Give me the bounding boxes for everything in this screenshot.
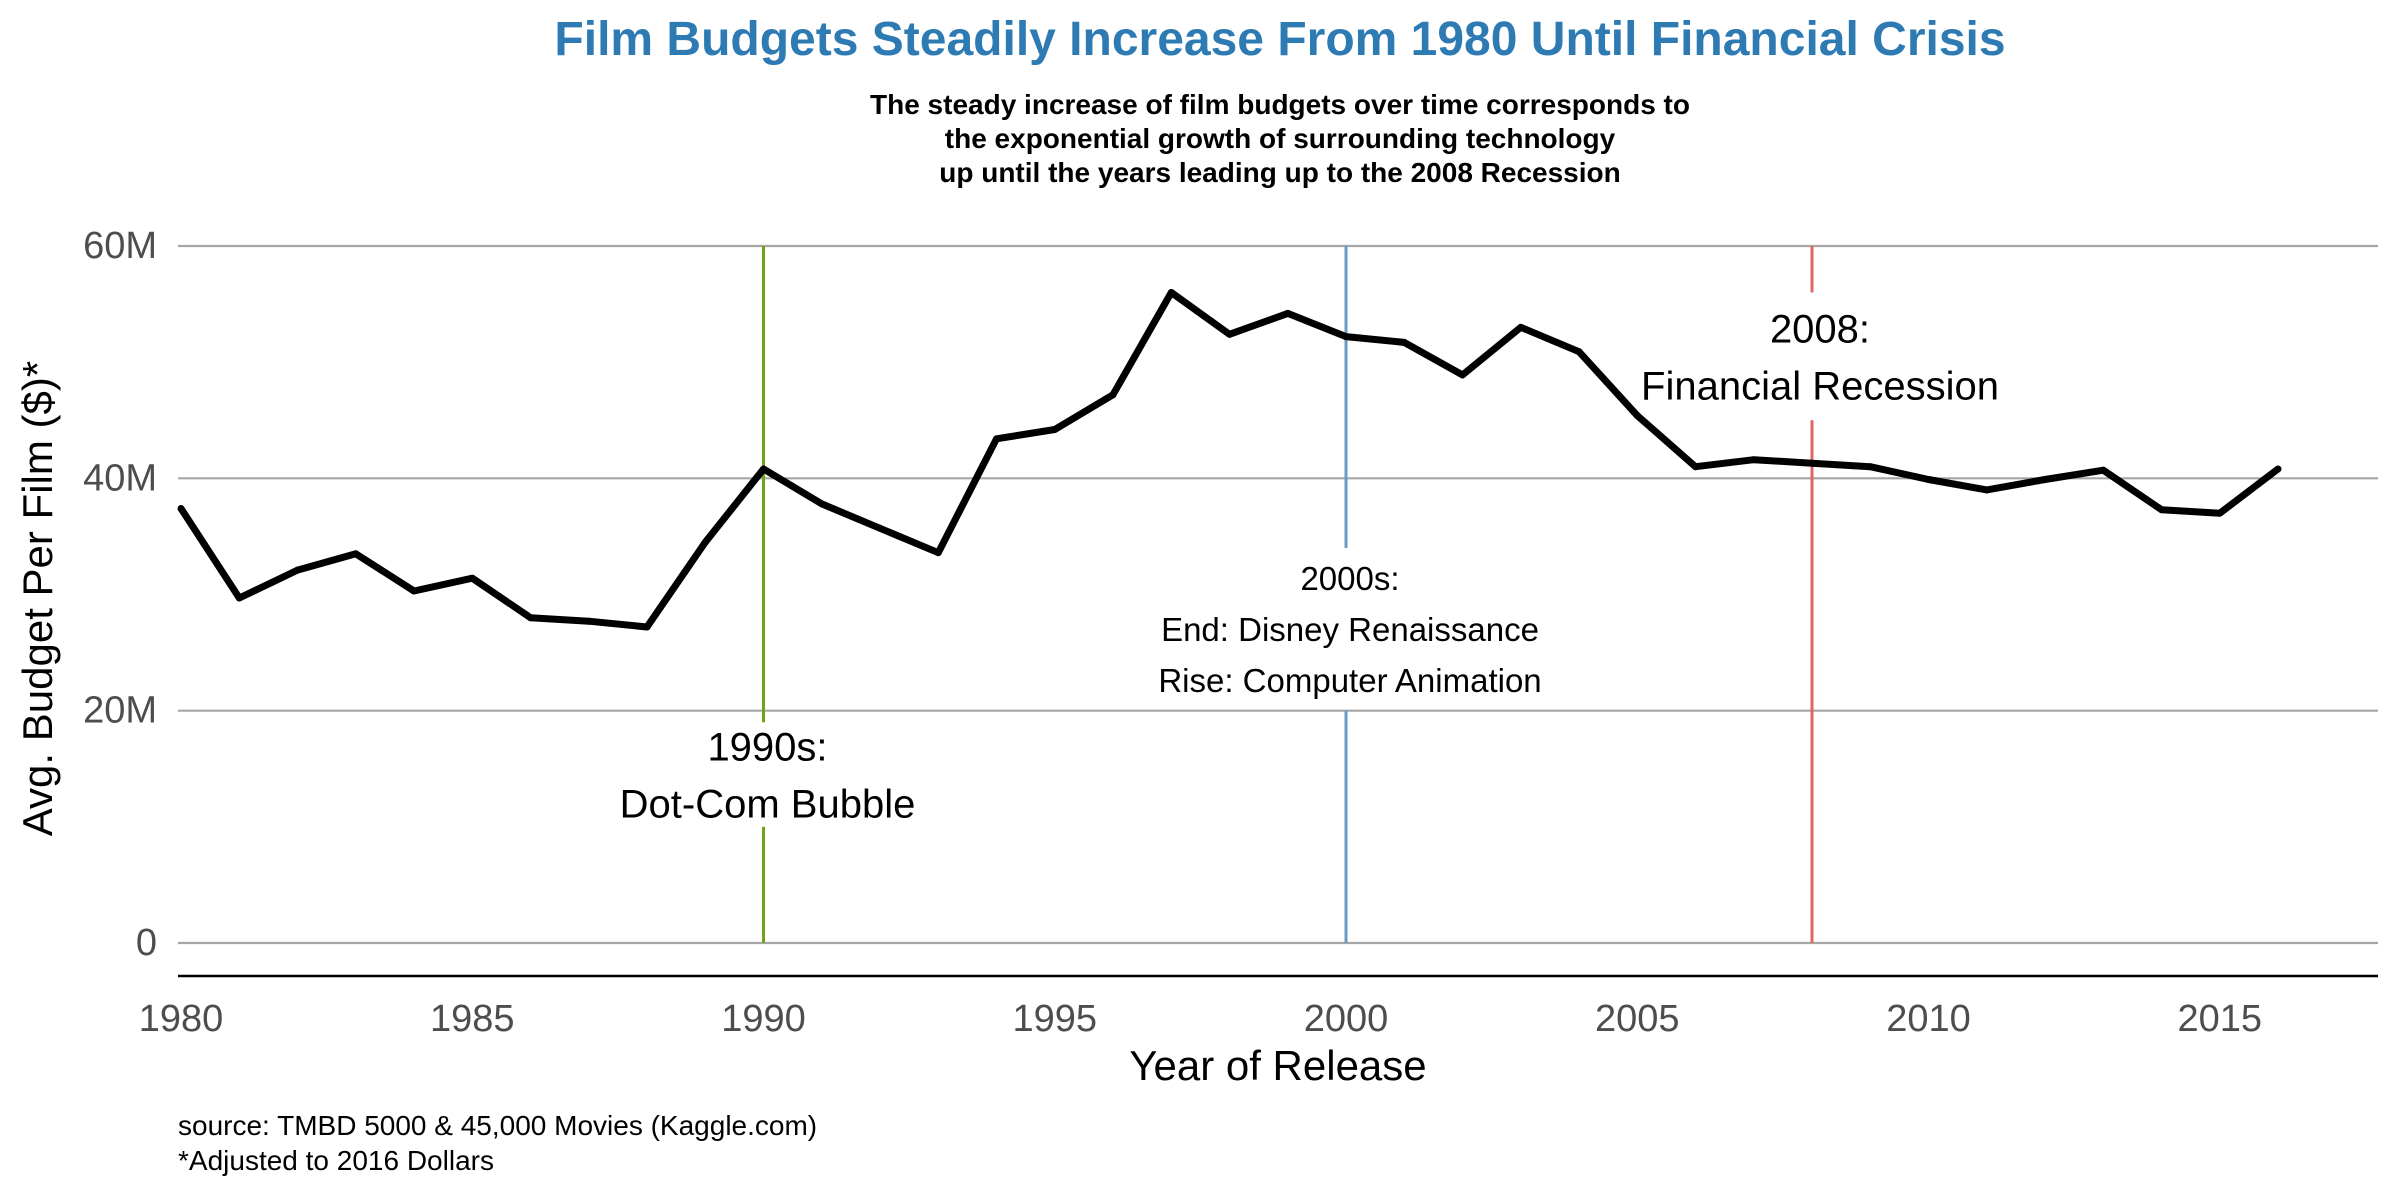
data-point xyxy=(585,617,593,625)
data-point xyxy=(701,538,709,546)
data-point xyxy=(1459,371,1466,379)
data-point xyxy=(1167,288,1175,296)
data-point xyxy=(1808,459,1816,467)
data-point xyxy=(352,550,360,558)
data-point xyxy=(2274,465,2282,473)
data-point xyxy=(1109,391,1117,399)
data-point xyxy=(818,500,826,508)
axes: 0 20M 40M 60M 1980 1985 1990 1995 2000 2005 2010 20… xyxy=(14,225,2378,1089)
source-note: source: TMBD 5000 & 45,000 Movies (Kaggl… xyxy=(178,1110,818,1141)
data-point xyxy=(1226,330,1233,338)
data-point xyxy=(1983,486,1991,494)
data-point xyxy=(643,623,651,631)
x-tick-label: 1990 xyxy=(721,998,806,1040)
event-markers xyxy=(762,246,1814,943)
data-point xyxy=(2216,509,2224,517)
annotations: 1990s: Dot-Com Bubble 2000s: End: Disney Re… xyxy=(620,307,1999,826)
x-tick-label: 2000 xyxy=(1304,998,1389,1040)
data-point xyxy=(1400,338,1408,346)
chart-subtitle: The steady increase of film budgets over… xyxy=(0,88,2400,190)
data-point xyxy=(934,549,942,557)
data-point xyxy=(1925,475,1932,483)
series-layer xyxy=(177,288,2282,631)
annotation-1990-line: Dot-Com Bubble xyxy=(620,782,916,826)
data-point xyxy=(1750,456,1758,464)
y-tick-label: 60M xyxy=(83,225,157,267)
annotation-2008-line: Financial Recession xyxy=(1641,364,1999,408)
annotation-2000-line: End: Disney Renaissance xyxy=(1161,611,1539,648)
x-axis-title: Year of Release xyxy=(1129,1042,1426,1089)
footnotes: source: TMBD 5000 & 45,000 Movies (Kaggl… xyxy=(178,1108,817,1178)
data-point xyxy=(235,594,243,602)
data-point xyxy=(1342,333,1350,341)
x-tick-label: 1980 xyxy=(139,998,224,1040)
annotation-2000-line: Rise: Computer Animation xyxy=(1158,662,1541,699)
data-point xyxy=(1866,463,1874,471)
data-point xyxy=(993,435,1000,443)
x-tick-label: 2005 xyxy=(1595,998,1680,1040)
y-tick-label: 40M xyxy=(83,457,157,499)
subtitle-line: the exponential growth of surrounding te… xyxy=(944,123,1616,154)
data-point xyxy=(2158,506,2165,514)
subtitle-line: up until the years leading up to the 200… xyxy=(939,157,1621,188)
data-point xyxy=(2099,466,2107,474)
y-axis-title: Avg. Budget Per Film ($)* xyxy=(14,361,61,836)
data-point xyxy=(1575,348,1583,356)
annotation-2008-line: 2008: xyxy=(1770,307,1870,351)
data-point xyxy=(1692,463,1699,471)
y-tick-label: 0 xyxy=(136,922,157,964)
gridlines xyxy=(178,244,2378,945)
x-tick-label: 1985 xyxy=(430,998,515,1040)
annotation-1990-line: 1990s: xyxy=(707,725,827,769)
x-tick-label: 2010 xyxy=(1886,998,1971,1040)
data-point xyxy=(1633,412,1641,420)
data-point xyxy=(527,614,534,622)
y-tick-label: 20M xyxy=(83,690,157,732)
adjustment-note: *Adjusted to 2016 Dollars xyxy=(178,1145,494,1176)
annotation-2000-line: 2000s: xyxy=(1300,560,1399,597)
data-point xyxy=(177,505,185,513)
x-tick-label: 1995 xyxy=(1012,998,1097,1040)
data-point xyxy=(1284,309,1292,317)
data-point xyxy=(760,465,767,473)
data-point xyxy=(410,587,418,595)
data-point xyxy=(294,566,301,574)
data-point xyxy=(876,524,884,532)
subtitle-line: The steady increase of film budgets over… xyxy=(870,89,1690,120)
x-tick-label: 2015 xyxy=(2177,998,2262,1040)
chart-title: Film Budgets Steadily Increase From 1980… xyxy=(554,13,2006,66)
data-point xyxy=(2041,475,2049,483)
series-line xyxy=(178,289,2281,631)
data-point xyxy=(1051,426,1059,434)
data-point xyxy=(468,574,476,582)
data-point xyxy=(1517,323,1525,331)
